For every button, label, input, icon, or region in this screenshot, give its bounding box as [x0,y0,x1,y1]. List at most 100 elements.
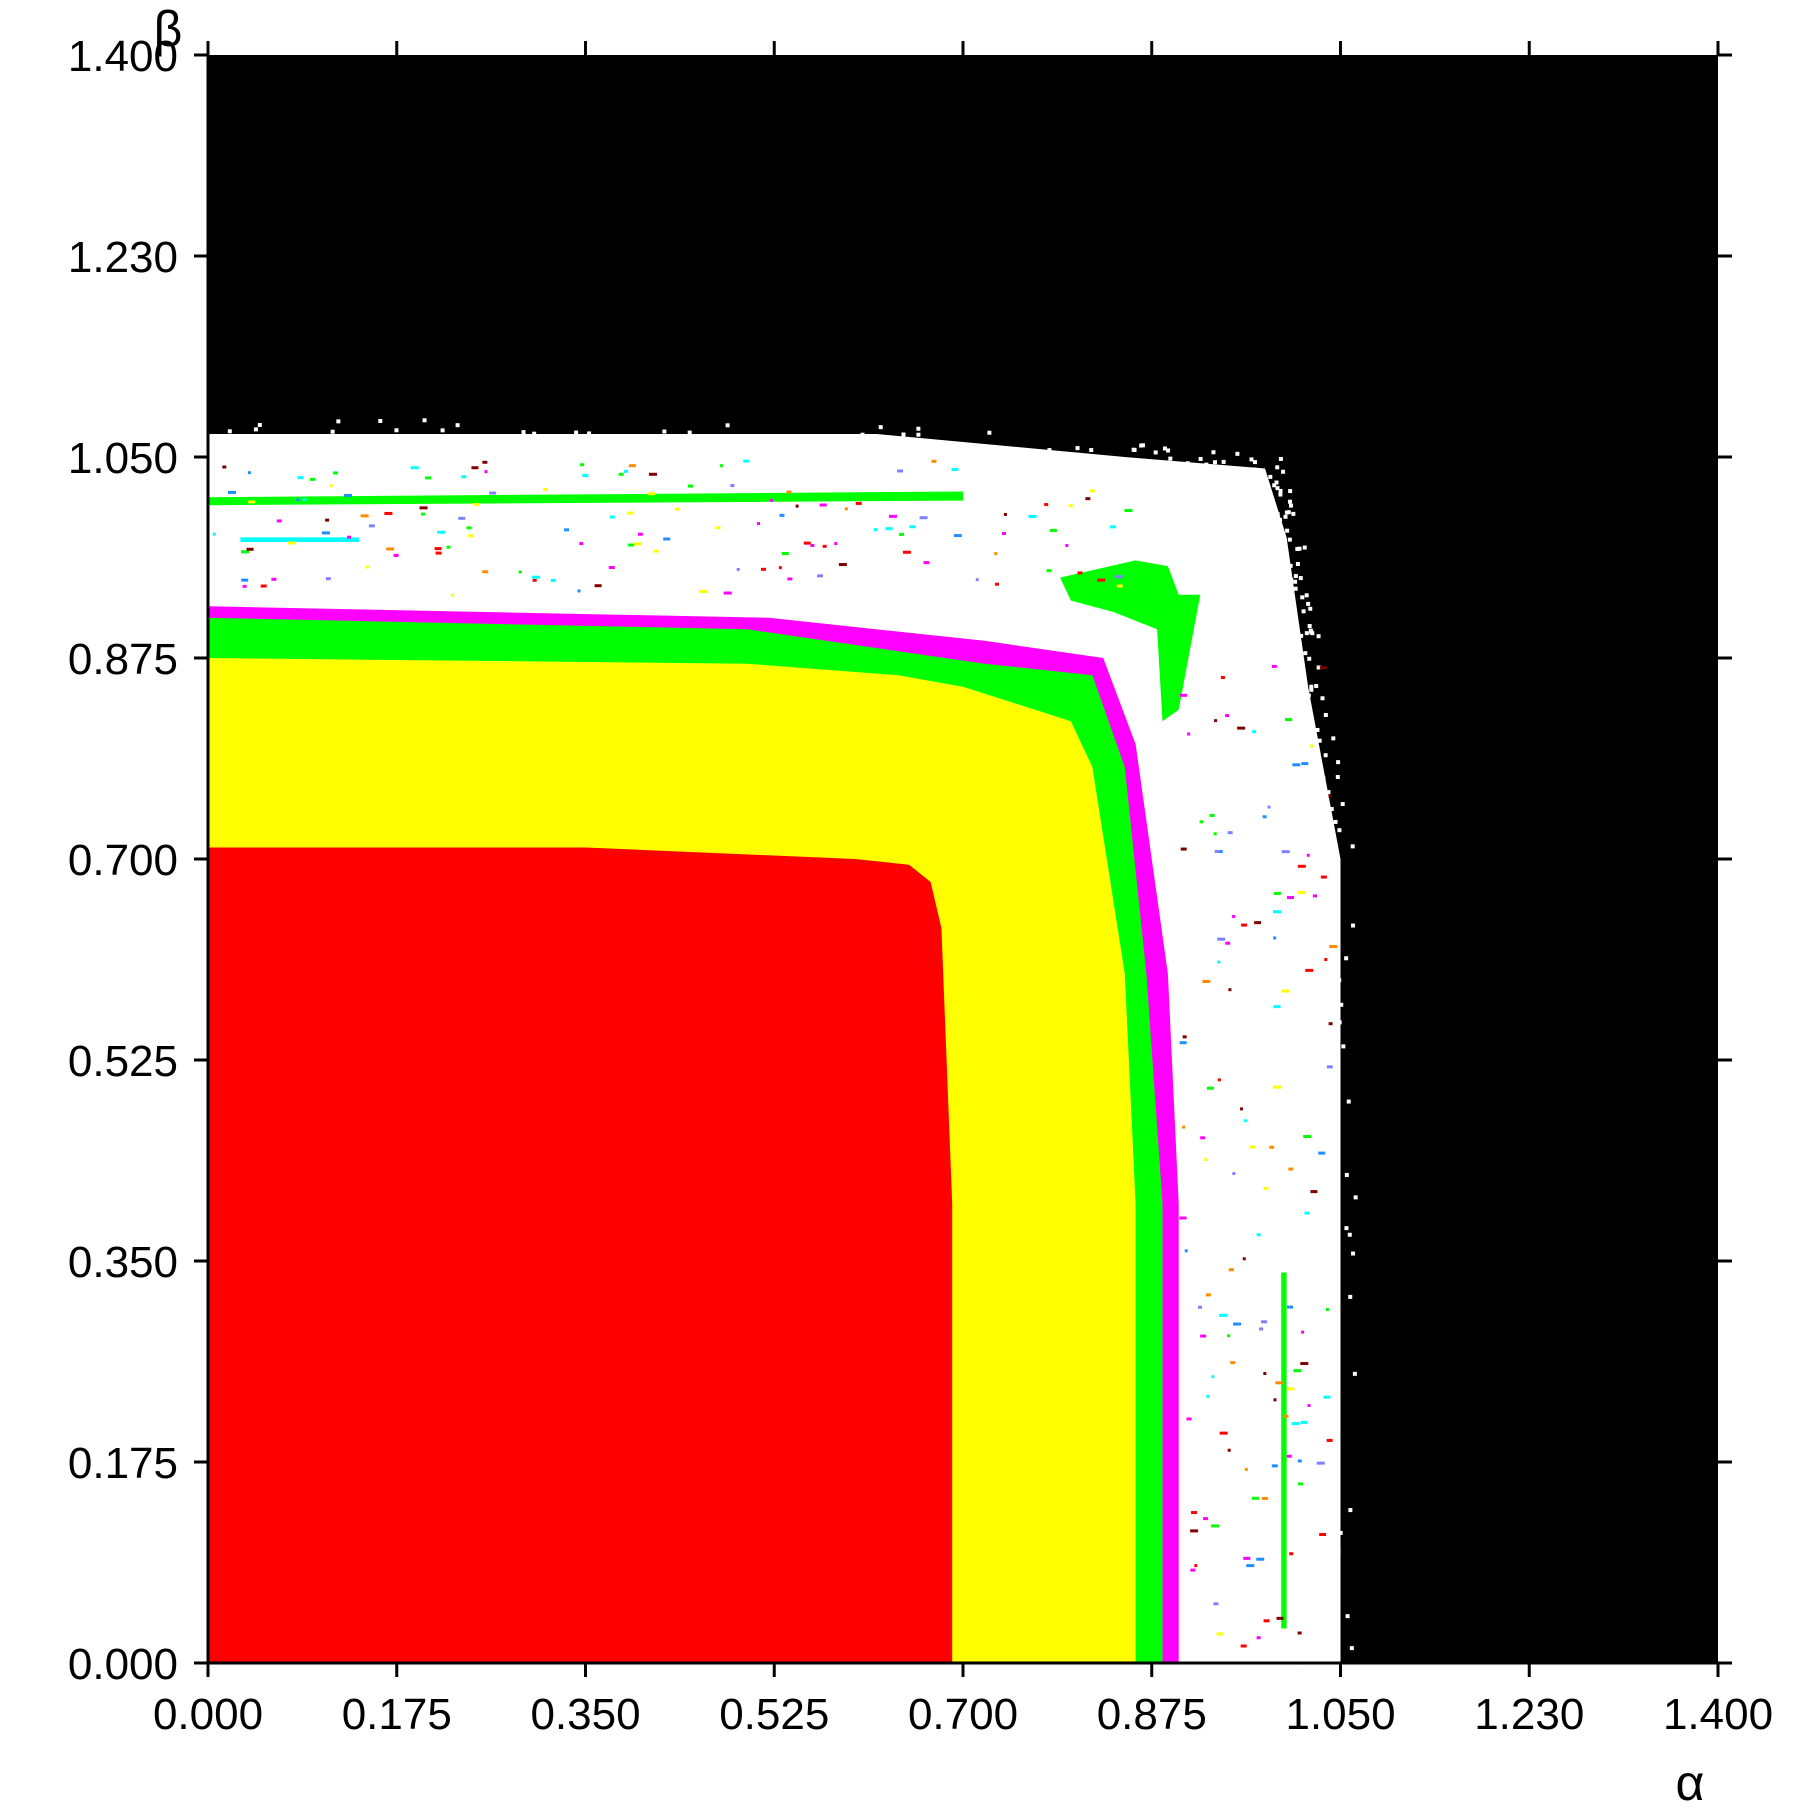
scatter-pixel [931,459,937,463]
fringe-pixel [662,429,667,434]
scatter-pixel [1217,960,1221,964]
scatter-pixel [1275,1381,1284,1385]
fringe-pixel [1235,467,1240,472]
green-strip-top [208,491,963,506]
scatter-pixel [564,528,570,532]
fringe-pixel [1289,503,1294,508]
fringe-pixel [1323,712,1328,717]
fringe-pixel [903,441,908,446]
region-red [208,847,953,1663]
scatter-pixel [1305,968,1314,972]
fringe-pixel [1345,1614,1350,1619]
fringe-pixel [253,427,258,432]
scatter-pixel [648,472,657,476]
scatter-pixel [1200,1136,1206,1140]
fringe-pixel [1350,844,1355,849]
scatter-pixel [699,589,708,593]
scatter-pixel [369,499,378,503]
scatter-pixel [994,582,999,586]
scatter-pixel [434,547,442,551]
scatter-pixel [518,570,522,574]
scatter-pixel [1184,1249,1188,1253]
fringe-pixel [1329,807,1334,812]
fringe-pixel [725,423,730,428]
fringe-pixel [1168,456,1173,461]
scatter-pixel [1292,763,1301,767]
scatter-pixel [1251,1496,1259,1500]
fringe-pixel [1295,562,1300,567]
scatter-pixel [1285,718,1293,722]
scatter-pixel [1214,719,1218,723]
scatter-pixel [484,470,488,474]
scatter-pixel [325,518,330,522]
fringe-pixel [1344,1172,1349,1177]
scatter-pixel [1227,831,1233,835]
scatter-pixel [582,473,589,477]
scatter-pixel [1001,531,1006,535]
scatter-pixel [637,532,643,536]
scatter-pixel [674,507,680,511]
fringe-pixel [1217,470,1222,475]
fringe-pixel [394,428,399,433]
scatter-pixel [1312,894,1317,898]
fringe-pixel [257,422,262,427]
scatter-pixel [1286,1454,1292,1458]
scatter-pixel [260,584,267,588]
scatter-pixel [786,490,792,494]
fringe-pixel [1287,537,1292,542]
fringe-pixel [1339,1002,1344,1007]
scatter-pixel [778,566,782,570]
scatter-pixel [1237,726,1246,730]
fringe-pixel [378,418,383,423]
scatter-pixel [1180,847,1187,851]
scatter-pixel [241,578,249,582]
scatter-pixel [817,574,824,578]
y-tick-label: 0.700 [68,836,178,885]
scatter-pixel [1297,1482,1303,1486]
scatter-pixel [1190,1529,1199,1533]
scatter-pixel [923,561,930,565]
scatter-pixel [1077,571,1083,575]
scatter-pixel [1046,569,1052,573]
fringe-pixel [1249,457,1254,462]
scatter-pixel [795,504,799,508]
scatter-pixel [446,545,451,549]
fringe-pixel [687,430,692,435]
fringe-pixel [1285,528,1290,533]
scatter-pixel [594,584,602,588]
fringe-pixel [1301,609,1306,614]
fringe-pixel [1321,776,1326,781]
fringe-pixel [1275,465,1280,470]
fringe-pixel [1304,593,1309,598]
fringe-pixel [1269,501,1274,506]
scatter-pixel [1289,1552,1294,1556]
fringe-pixel [1308,606,1313,611]
fringe-pixel [1344,1226,1349,1231]
scatter-pixel [1097,578,1106,582]
scatter-pixel [1273,936,1277,940]
fringe-pixel [1349,1646,1354,1651]
green-island [1060,560,1201,722]
fringe-pixel [1307,624,1312,629]
scatter-pixel [579,542,584,546]
fringe-pixel [1140,443,1145,448]
fringe-pixel [1028,454,1033,459]
fringe-pixel [1089,448,1094,453]
scatter-pixel [1252,730,1257,734]
scatter-pixel [730,484,735,488]
fringe-pixel [1338,1530,1343,1535]
scatter-pixel [1179,1041,1187,1045]
scatter-pixel [297,476,304,480]
fringe-pixel [1132,448,1137,453]
scatter-pixel [482,460,488,464]
fringe-pixel [1281,469,1286,474]
scatter-pixel [873,528,878,532]
y-tick-label: 0.525 [68,1037,178,1086]
fringe-pixel [227,429,232,434]
fringe-pixel [330,429,335,434]
scatter-pixel [1216,1632,1224,1636]
scatter-pixel [1187,732,1191,736]
scatter-pixel [1273,910,1282,914]
scatter-pixel [343,493,352,497]
scatter-pixel [1281,850,1290,854]
